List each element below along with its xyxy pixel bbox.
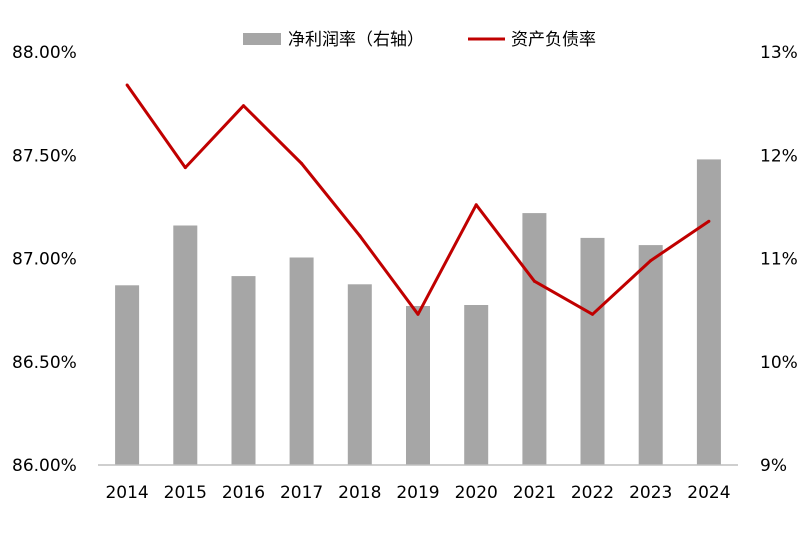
line-point-2018 <box>358 234 362 238</box>
left-tick-label: 87.00% <box>12 250 77 270</box>
right-tick-label: 13% <box>760 43 798 63</box>
line-point-2022 <box>591 312 594 316</box>
bar-2016 <box>231 276 256 465</box>
bar-2022 <box>580 237 605 465</box>
right-tick-label: 11% <box>760 250 798 270</box>
bar-2021 <box>522 213 547 465</box>
x-tick-label: 2019 <box>396 483 439 503</box>
x-tick-label: 2014 <box>105 483 148 503</box>
x-tick-label: 2021 <box>513 483 556 503</box>
x-tick-label: 2024 <box>687 483 730 503</box>
line-point-2016 <box>242 104 245 108</box>
line-point-2023 <box>649 259 653 263</box>
bar-2024 <box>696 159 721 465</box>
debt-ratio-line <box>125 84 710 316</box>
right-tick-label: 12% <box>760 146 798 166</box>
left-tick-label: 88.00% <box>12 43 77 63</box>
x-tick-label: 2016 <box>222 483 265 503</box>
line-point-2015 <box>183 166 187 170</box>
right-axis-ticks: 9% 10% 11% 12% 13% <box>760 43 798 476</box>
right-tick-label: 9% <box>760 456 787 476</box>
x-tick-label: 2020 <box>455 483 498 503</box>
left-tick-label: 86.50% <box>12 353 77 373</box>
bar-2017 <box>289 257 314 465</box>
line-point-2019 <box>416 312 420 316</box>
bar-2014 <box>115 285 140 465</box>
line-series <box>125 83 711 316</box>
line-point-2020 <box>474 203 478 207</box>
x-tick-label: 2015 <box>164 483 207 503</box>
legend-bar-label: 净利润率（右轴） <box>288 30 424 50</box>
bar-2015 <box>173 225 198 465</box>
legend-line-label: 资产负债率 <box>511 30 596 50</box>
left-tick-label: 87.50% <box>12 146 77 166</box>
line-point-2014 <box>125 83 129 87</box>
line-point-2017 <box>300 162 304 165</box>
x-tick-label: 2023 <box>629 483 672 503</box>
line-point-2024 <box>707 219 711 223</box>
bar-2018 <box>347 284 372 465</box>
bar-2023 <box>638 245 663 465</box>
line-point-2021 <box>532 279 536 283</box>
bar-2019 <box>406 306 430 465</box>
x-axis-ticks: 2014 2015 2016 2017 2018 2019 2020 2021 2022 2023… <box>105 483 730 503</box>
left-tick-label: 86.00% <box>12 456 77 476</box>
x-tick-label: 2022 <box>571 483 614 503</box>
legend: 净利润率（右轴） 资产负债率 <box>243 30 596 50</box>
bar-series <box>115 159 721 465</box>
right-tick-label: 10% <box>760 353 798 373</box>
left-axis-ticks: 86.00% 86.50% 87.00% 87.50% 88.00% <box>12 43 77 476</box>
x-tick-label: 2017 <box>280 483 323 503</box>
x-tick-label: 2018 <box>338 483 381 503</box>
legend-bar-swatch <box>243 33 281 45</box>
bar-2020 <box>464 305 489 465</box>
